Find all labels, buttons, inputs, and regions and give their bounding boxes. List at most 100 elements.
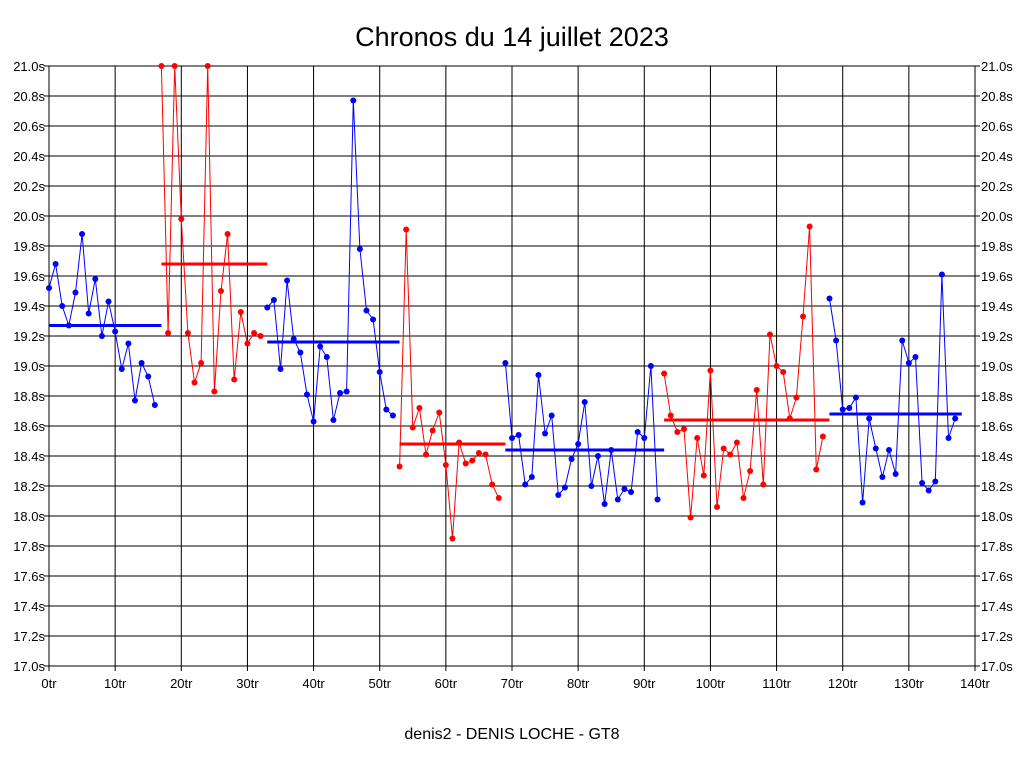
data-point (780, 369, 787, 375)
y-tick-label-right: 17.8s (981, 539, 1013, 554)
x-tick-label: 130tr (894, 676, 924, 691)
data-point (284, 277, 291, 284)
data-point (356, 246, 363, 252)
data-point (231, 376, 238, 383)
data-point (65, 322, 72, 329)
data-point (720, 445, 727, 452)
data-point (680, 426, 687, 432)
data-point (92, 276, 99, 282)
data-point (614, 496, 621, 503)
data-point (158, 63, 165, 69)
data-point (594, 453, 601, 459)
data-point (343, 388, 350, 395)
data-point (806, 223, 813, 230)
data-point (98, 333, 105, 339)
data-point (310, 418, 317, 425)
data-point (350, 97, 357, 104)
data-point (919, 480, 926, 486)
data-point (760, 481, 767, 488)
data-point (217, 288, 224, 294)
data-point (899, 337, 906, 344)
data-point (839, 406, 846, 413)
data-point (396, 463, 403, 470)
data-point (601, 501, 608, 507)
data-point (826, 295, 833, 302)
y-tick-label-right: 19.2s (981, 329, 1013, 344)
data-point (198, 360, 205, 366)
data-point (409, 424, 416, 431)
y-tick-label-right: 18.2s (981, 479, 1013, 494)
x-tick-label: 110tr (762, 676, 791, 691)
data-point (654, 496, 661, 503)
data-point (363, 307, 370, 314)
data-point (714, 504, 721, 510)
data-point (575, 441, 582, 447)
data-point (879, 474, 886, 480)
data-point (733, 439, 740, 446)
data-point (766, 331, 773, 338)
data-point (244, 340, 251, 347)
data-point (621, 486, 628, 492)
x-tick-label: 120tr (828, 676, 858, 691)
data-point (694, 435, 701, 441)
y-tick-label-left: 19.8s (13, 239, 45, 254)
y-tick-label-left: 20.6s (13, 119, 45, 134)
data-point (151, 402, 158, 408)
data-point (502, 360, 509, 366)
data-point (859, 499, 866, 506)
data-point (786, 415, 793, 422)
data-point (528, 474, 535, 480)
data-point (79, 231, 86, 237)
data-point (905, 360, 912, 366)
y-tick-label-right: 18.8s (981, 389, 1013, 404)
x-tick-label: 100tr (696, 676, 726, 691)
data-point (535, 372, 542, 378)
y-tick-label-left: 17.8s (13, 539, 45, 554)
data-point (886, 447, 893, 453)
y-tick-label-left: 17.6s (13, 569, 45, 584)
y-tick-label-right: 18.6s (981, 419, 1013, 434)
data-point (416, 405, 423, 411)
data-point (581, 399, 588, 405)
data-point (667, 412, 674, 419)
data-point (641, 435, 648, 441)
x-tick-label: 90tr (633, 676, 656, 691)
data-point (436, 409, 443, 416)
series-layer (46, 63, 959, 542)
y-tick-label-left: 20.0s (13, 209, 45, 224)
y-tick-label-left: 20.8s (13, 89, 45, 104)
data-point (204, 63, 211, 69)
data-point (753, 387, 760, 393)
data-point (700, 472, 707, 479)
chart-footer: denis2 - DENIS LOCHE - GT8 (404, 726, 619, 743)
x-tick-label: 10tr (104, 676, 127, 691)
data-point (548, 412, 555, 419)
data-point (330, 417, 337, 423)
data-point (561, 484, 568, 491)
data-point (813, 466, 820, 473)
data-point (462, 460, 469, 467)
data-point (925, 487, 932, 494)
y-tick-label-right: 17.6s (981, 569, 1013, 584)
data-point (178, 216, 185, 222)
data-point (819, 433, 826, 440)
data-point (376, 369, 383, 375)
data-point (945, 435, 952, 441)
data-point (773, 363, 780, 369)
data-point (522, 481, 529, 488)
data-point (628, 489, 635, 495)
grid (44, 65, 980, 671)
data-point (112, 328, 119, 335)
y-tick-label-left: 18.8s (13, 389, 45, 404)
y-tick-label-right: 20.6s (981, 119, 1013, 134)
data-point (475, 450, 482, 456)
data-point (707, 367, 714, 374)
data-point (383, 406, 390, 413)
data-point (52, 261, 59, 267)
data-point (740, 495, 747, 501)
series-line-3 (399, 229, 500, 539)
data-point (224, 231, 231, 237)
data-point (938, 271, 945, 278)
